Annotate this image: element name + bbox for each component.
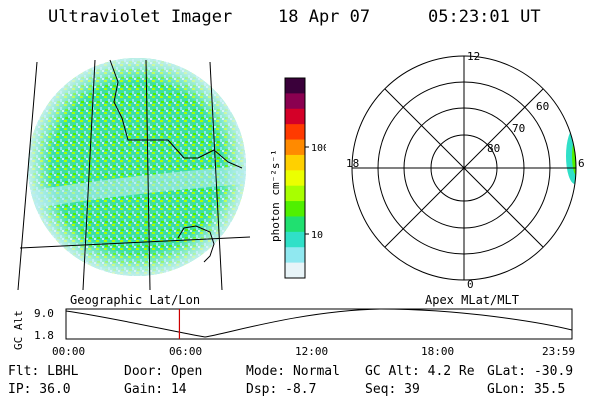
colorbar-cell [285,201,305,217]
status-glon: GLon: 35.5 [487,382,566,397]
colorbar-cell [285,231,305,248]
graticule-lines [17,59,251,291]
apex-panel-label: Apex MLat/MLT [425,293,519,307]
status-gain: Gain: 14 [124,382,187,397]
colorbar-cell [285,139,305,156]
status-mode: Mode: Normal [246,364,340,379]
status-glat: GLat: -30.9 [487,364,574,379]
xtick-4: 23:59 [542,345,575,358]
colorbar-unit-label: photon cm⁻²s⁻¹ [269,149,282,242]
altitude-ymax: 9.0 [34,307,54,320]
mlat-label-70: 70 [512,122,525,135]
mlat-label-60: 60 [536,100,549,113]
xtick-0: 00:00 [52,345,85,358]
colorbar-cell [285,154,305,171]
geographic-image-panel [17,58,251,291]
colorbar-cell [285,170,305,187]
colorbar-cell [285,216,305,233]
altitude-curve [65,308,573,338]
colorbar-cell [285,185,305,202]
mlt-label-18: 18 [346,157,359,170]
xtick-3: 18:00 [421,345,454,358]
colorbar-cell [285,124,305,141]
altitude-plot: GC Alt 9.0 1.8 00:00 06:00 12:00 18:00 2… [12,307,575,358]
status-dsp: Dsp: -8.7 [246,382,317,397]
coastline-lines [109,59,243,263]
color-scale-bar: 100 10 photon cm⁻²s⁻¹ [269,77,326,279]
xtick-2: 12:00 [295,345,328,358]
instrument-title: Ultraviolet Imager [48,7,233,27]
colorbar-cell [285,262,305,279]
altitude-frame [65,308,573,340]
colorbar-tick-10: 10 [311,230,323,241]
geographic-panel-label: Geographic Lat/Lon [70,293,201,307]
polar-mlt-panel: 12 18 6 0 60 70 80 [346,50,585,291]
date-label: 18 Apr 07 [278,7,371,27]
mlt-label-6: 6 [578,157,585,170]
mlt-label-12: 12 [467,50,480,63]
status-gc-alt: GC Alt: 4.2 Re [365,364,475,379]
colorbar-cell [285,247,305,264]
altitude-ylabel: GC Alt [12,310,25,350]
colorbar-cell [285,108,305,125]
colorbar-cell [285,93,305,110]
colorbar-cell [285,78,305,94]
colorbar-tick-100: 100 [311,143,326,154]
xtick-1: 06:00 [169,345,202,358]
status-filter: Flt: LBHL [8,364,79,379]
mlt-label-0: 0 [467,278,474,291]
time-label: 05:23:01 UT [428,7,541,27]
status-ip: IP: 36.0 [8,382,71,397]
status-seq: Seq: 39 [365,382,420,397]
altitude-ymin: 1.8 [34,329,54,342]
mlat-label-80: 80 [487,142,500,155]
status-door: Door: Open [124,364,203,379]
